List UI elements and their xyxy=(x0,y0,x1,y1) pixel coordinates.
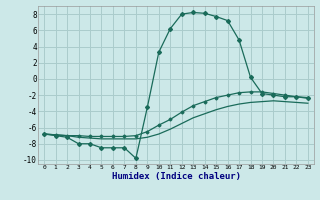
X-axis label: Humidex (Indice chaleur): Humidex (Indice chaleur) xyxy=(111,172,241,181)
